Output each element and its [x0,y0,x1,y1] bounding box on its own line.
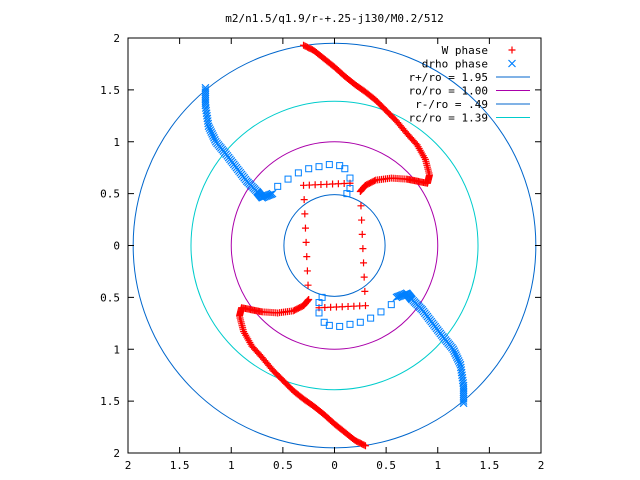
point-square [343,190,351,198]
x-tick-label: 2 [125,459,132,472]
legend-label: rc/ro = 1.39 [409,112,488,125]
legend-marker-plus [508,46,516,54]
point-square [318,293,326,301]
legend-label: r+/ro = 1.95 [409,71,488,84]
point-cross [204,119,213,128]
x-tick-label: 1.5 [479,459,499,472]
point-plus [359,245,367,253]
y-tick-label: 0.5 [100,291,120,304]
point-cross [209,131,217,140]
point-square [367,314,375,322]
x-tick-label: 0.5 [273,459,293,472]
point-square [336,322,344,330]
point-cross [268,189,277,198]
point-square [294,169,302,177]
point-square [305,165,313,173]
point-cross [456,360,465,369]
point-plus [304,281,312,289]
point-cross [451,349,459,358]
point-plus [304,296,312,304]
y-tick-label: 1 [113,343,120,356]
point-plus [302,238,310,246]
x-tick-label: 1.5 [170,459,190,472]
point-cross [453,355,462,363]
point-square [387,301,395,309]
x-tick-label: 1 [434,459,441,472]
circle-rc/ro = 1.39 [190,100,479,391]
point-cross [208,130,217,138]
point-cross [204,122,213,131]
point-plus [356,188,364,196]
legend-label: ro/ro = 1.00 [409,85,488,98]
point-cross [207,128,216,136]
point-square [341,165,349,173]
point-cross [452,353,461,361]
point-plus [358,186,366,194]
point-plus [303,297,311,305]
point-square [325,161,333,169]
point-plus [357,187,365,195]
point-cross [452,351,460,360]
point-cross [210,135,219,144]
x-tick-label: 0.5 [376,459,396,472]
point-square [346,174,354,182]
circle-ro/ro = 1.00 [230,141,439,350]
point-plus [303,267,311,275]
point-square [377,308,385,316]
point-plus [360,273,368,281]
legend-label: drho phase [422,58,488,71]
point-cross [450,347,459,356]
point-square [274,182,282,190]
point-plus [303,253,311,261]
axis-ticks: 2 1.5 1 0.5 0 0.5 1 1.5 221.510.500.511.52 [100,32,544,472]
legend-label: W phase [442,44,488,57]
point-square [346,320,354,328]
y-tick-label: 2 [113,447,120,460]
y-tick-label: 2 [113,32,120,45]
y-tick-label: 1 [113,136,120,149]
point-cross [206,126,215,135]
point-plus [300,196,308,204]
point-square [320,318,328,326]
chart-title: m2/n1.5/q1.9/r-+.25-j130/M0.2/512 [225,12,444,25]
point-plus [357,202,365,210]
point-cross [210,133,218,142]
point-square [356,318,364,326]
point-cross [455,358,464,367]
point-cross [454,356,463,365]
point-cross [456,363,465,372]
circle-r-/ro = .49 [283,194,386,297]
point-plus [358,230,366,238]
point-plus [305,295,313,303]
y-tick-label: 1.5 [100,84,120,97]
x-tick-label: 2 [538,459,545,472]
point-cross [392,293,401,302]
data-points [201,41,468,450]
point-square [284,175,292,183]
point-square [315,163,323,171]
y-tick-label: 0.5 [100,188,120,201]
point-plus [360,259,368,267]
point-plus [301,210,309,218]
point-plus [301,224,309,232]
x-tick-label: 0 [331,459,338,472]
x-tick-label: 1 [228,459,235,472]
point-plus [358,216,366,224]
point-cross [205,124,214,133]
y-tick-label: 1.5 [100,395,120,408]
point-plus [361,287,369,295]
legend-label: r-/ro = .49 [415,98,488,111]
point-square [315,309,323,317]
legend-marker-cross [508,59,516,68]
y-tick-label: 0 [113,240,120,253]
